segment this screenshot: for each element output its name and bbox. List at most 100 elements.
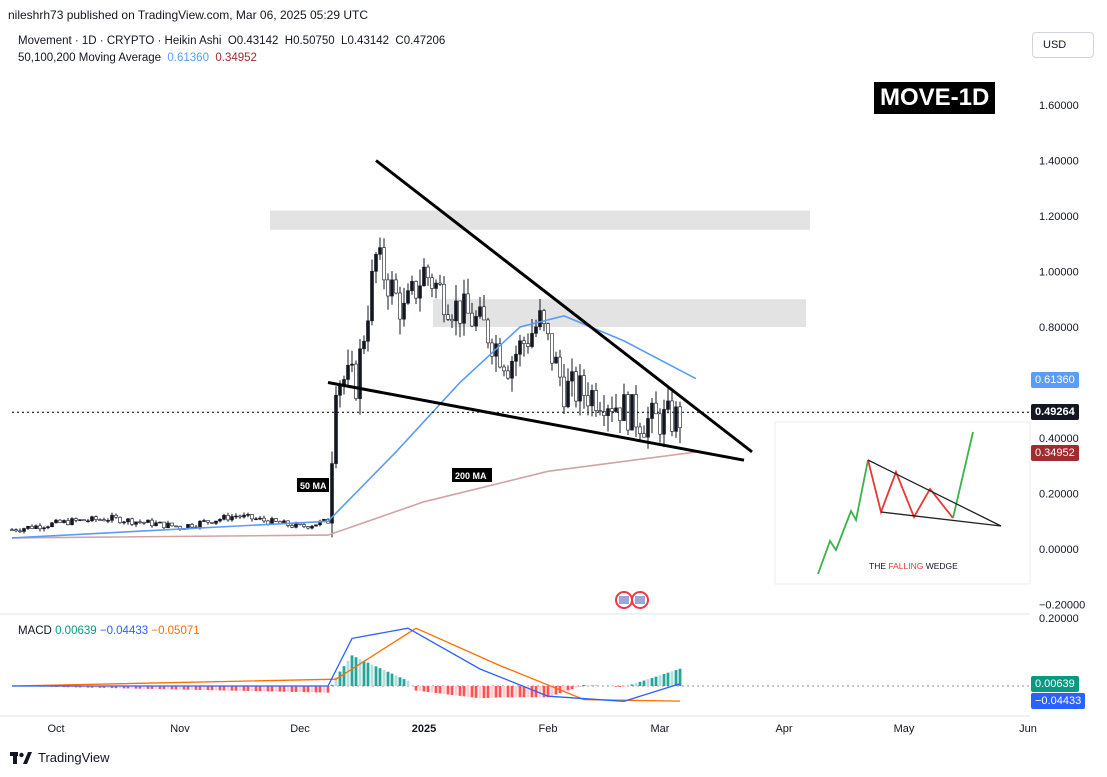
candle-body xyxy=(542,310,546,324)
candle-body xyxy=(522,340,526,344)
macd-hist-bar xyxy=(82,686,86,688)
candle-body xyxy=(342,379,346,385)
macd-hist-bar xyxy=(318,686,322,693)
candle-body xyxy=(486,319,490,344)
macd-hist-bar xyxy=(286,686,290,692)
candle-body xyxy=(446,314,450,320)
macd-hist-bar xyxy=(118,686,122,689)
x-tick-label: Nov xyxy=(170,723,190,735)
candle-body xyxy=(138,521,142,524)
candle-body xyxy=(110,514,114,521)
macd-hist-bar xyxy=(586,685,590,686)
macd-hist-bar xyxy=(538,686,542,698)
candle-body xyxy=(506,370,510,379)
macd-hist-bar xyxy=(354,657,358,686)
candle-body xyxy=(582,375,586,396)
inset-panel xyxy=(774,421,1031,585)
macd-hist-bar xyxy=(150,686,154,689)
candle-body xyxy=(418,285,422,299)
macd-hist-bar xyxy=(282,686,286,692)
macd-hist-bar xyxy=(310,686,314,693)
macd-hist-bar xyxy=(634,683,638,686)
candle-body xyxy=(254,518,258,521)
footer-brand[interactable]: TradingView xyxy=(10,750,110,765)
candle-body xyxy=(450,319,454,322)
candle-body xyxy=(42,527,46,530)
candle-body xyxy=(258,517,262,520)
candle-body xyxy=(370,271,374,322)
macd-hist-bar xyxy=(622,686,626,688)
candle-body xyxy=(334,394,338,464)
last-price-tag: 0.49264 xyxy=(1031,404,1079,420)
macd-y-tick: 0.20000 xyxy=(1039,613,1079,625)
macd-hist-bar xyxy=(290,686,294,692)
macd-hist-bar xyxy=(214,686,218,691)
candle-body xyxy=(18,530,22,533)
macd-hist-bar xyxy=(130,686,134,689)
candle-body xyxy=(646,418,650,438)
macd-hist-bar xyxy=(550,686,554,696)
macd-hist-bar xyxy=(174,686,178,690)
macd-hist-bar xyxy=(298,686,302,693)
ma200-line xyxy=(11,451,697,539)
macd-hist-bar xyxy=(86,686,90,688)
currency-selector[interactable]: USD xyxy=(1032,32,1094,58)
macd-hist-bar xyxy=(666,672,670,686)
candle-body xyxy=(470,312,474,327)
candle-body xyxy=(406,290,410,304)
candle-body xyxy=(62,520,66,523)
macd-hist-bar xyxy=(590,685,594,686)
candle-body xyxy=(534,326,538,334)
candle-body xyxy=(614,407,618,412)
ohlc-low-label: L xyxy=(341,35,348,47)
candle-body xyxy=(226,514,230,521)
candle-body xyxy=(122,521,126,524)
candle-body xyxy=(586,395,590,407)
macd-hist-bar xyxy=(642,680,646,686)
macd-hist-bar xyxy=(78,686,82,688)
inset-caption: THE FALLING WEDGE xyxy=(869,561,958,571)
candle-body xyxy=(550,333,554,364)
candle-body xyxy=(390,279,394,297)
macd-hist-bar xyxy=(446,686,450,695)
candle-body xyxy=(510,360,514,379)
candle-body xyxy=(462,293,466,324)
macd-hist-bar xyxy=(162,686,166,690)
ma-label-bg xyxy=(452,468,492,482)
candle-body xyxy=(146,519,150,523)
candle-body xyxy=(498,343,502,368)
candle-body xyxy=(106,520,110,522)
inset-wedge-top xyxy=(867,459,1002,527)
candle-body xyxy=(306,526,310,529)
macd-hist-bar xyxy=(246,686,250,691)
inset-zigzag-line xyxy=(867,459,954,520)
candle-body xyxy=(490,342,494,357)
x-tick-label: 2025 xyxy=(412,723,436,735)
macd-hist-bar xyxy=(658,675,662,686)
ma50-line xyxy=(11,315,697,539)
macd-hist-bar xyxy=(674,670,678,686)
candle-body xyxy=(382,247,386,281)
y-tick-label: 1.40000 xyxy=(1039,156,1079,168)
candle-body xyxy=(618,407,622,421)
macd-hist-bar xyxy=(486,686,490,698)
candle-body xyxy=(50,522,54,528)
macd-hist-bar xyxy=(126,686,130,689)
macd-hist-bar xyxy=(322,686,326,693)
publisher-line: nileshrh73 published on TradingView.com,… xyxy=(8,8,368,22)
macd-hist-bar xyxy=(386,671,390,686)
macd-hist-bar xyxy=(514,686,518,698)
macd-hist-bar xyxy=(358,659,362,686)
macd-hist-bar xyxy=(638,681,642,686)
candle-body xyxy=(638,426,642,434)
candle-body xyxy=(150,519,154,527)
candle-body xyxy=(102,519,106,522)
macd-hist-bar xyxy=(306,686,310,693)
candle-body xyxy=(422,266,426,287)
macd-hist-bar xyxy=(242,686,246,691)
macd-hist-bar xyxy=(138,686,142,689)
candle-body xyxy=(34,525,38,529)
macd-hist-bar xyxy=(194,686,198,690)
macd-hist-bar xyxy=(414,686,418,691)
